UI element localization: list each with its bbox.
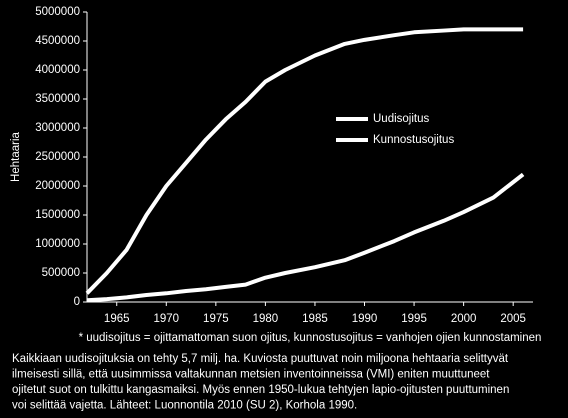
note-line: voi selittää vajetta. Lähteet: Luonnonti… <box>12 400 357 412</box>
y-tick-label: 2000000 <box>35 180 80 192</box>
legend-label: Kunnostusojitus <box>373 134 454 146</box>
x-tick-label: 1995 <box>401 313 427 325</box>
x-tick-label: 2005 <box>500 313 526 325</box>
x-tick-label: 1990 <box>352 313 378 325</box>
note-line: ilmeisesti sillä, että uusimmissa valtak… <box>12 369 490 381</box>
y-tick-label: 5000000 <box>35 6 80 18</box>
line-series <box>86 172 525 303</box>
x-tick-label: 1965 <box>104 313 130 325</box>
x-tick-label: 1970 <box>153 313 179 325</box>
y-tick-label: 3500000 <box>35 93 80 105</box>
x-tick-label: 1975 <box>203 313 229 325</box>
line-series <box>85 27 524 295</box>
y-tick-label: 1000000 <box>35 238 80 250</box>
y-tick-label: 0 <box>74 296 80 308</box>
y-tick-label: 3000000 <box>35 122 80 134</box>
note-line: Kaikkiaan uudisojituksia on tehty 5,7 mi… <box>12 353 509 365</box>
note-line: ojitetut suot on tulkittu kangasmaiksi. … <box>12 384 509 396</box>
x-tick-label: 1985 <box>302 313 328 325</box>
footnote: * uudisojitus = ojittamattoman suon ojit… <box>79 332 542 344</box>
y-tick-label: 500000 <box>42 267 80 279</box>
x-tick-label: 1980 <box>253 313 279 325</box>
y-tick-label: 2500000 <box>35 151 80 163</box>
y-axis-title: Hehtaaria <box>10 131 22 181</box>
legend-label: Uudisojitus <box>373 113 429 125</box>
y-tick-label: 1500000 <box>35 209 80 221</box>
y-tick-label: 4000000 <box>35 64 80 76</box>
x-tick-label: 2000 <box>451 313 477 325</box>
y-tick-label: 4500000 <box>35 35 80 47</box>
